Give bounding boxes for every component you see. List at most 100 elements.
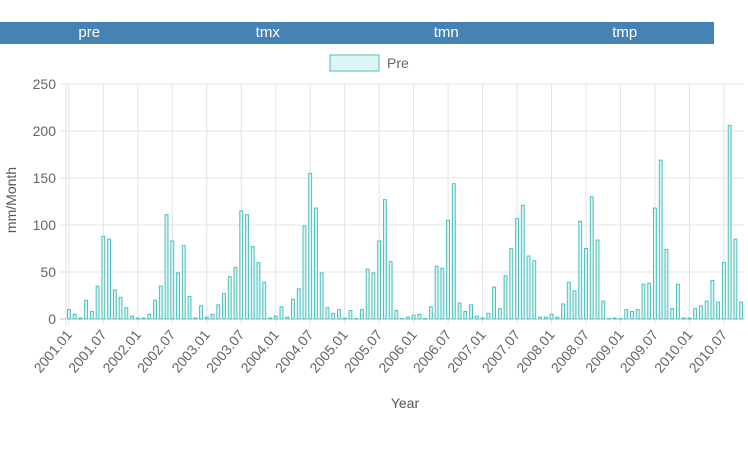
bar	[727, 124, 732, 320]
bar	[515, 217, 519, 320]
bar	[526, 255, 531, 320]
bar	[698, 305, 703, 320]
bar	[417, 313, 422, 320]
tab-tmp[interactable]: tmp	[612, 24, 638, 41]
bar	[273, 315, 278, 320]
bar	[158, 285, 163, 320]
bar	[170, 240, 175, 320]
bar	[204, 316, 209, 320]
bar	[239, 210, 244, 320]
bar	[664, 248, 669, 320]
bar	[187, 295, 192, 320]
bar	[446, 219, 451, 320]
bar	[543, 316, 548, 320]
bar	[348, 310, 353, 320]
bar	[181, 245, 186, 320]
bar	[647, 282, 652, 320]
bar	[503, 275, 508, 320]
bar	[486, 312, 491, 320]
bar	[704, 300, 709, 320]
bar	[66, 309, 71, 320]
bar	[624, 309, 629, 320]
bar	[469, 304, 474, 320]
bar	[721, 262, 726, 320]
bar	[601, 300, 606, 320]
bar	[285, 316, 290, 320]
bar	[112, 289, 117, 320]
bar	[89, 310, 94, 320]
bar	[509, 248, 514, 320]
bar	[130, 315, 135, 320]
bar	[199, 305, 203, 320]
bar	[538, 316, 542, 320]
bar	[607, 318, 611, 320]
bar	[388, 261, 393, 320]
bar	[233, 266, 238, 320]
bar	[578, 220, 583, 320]
bar	[371, 272, 376, 320]
bar	[474, 315, 479, 320]
bar	[423, 318, 428, 320]
bar	[451, 183, 456, 320]
x-axis-title: Year	[391, 395, 420, 411]
bar	[377, 240, 382, 320]
bar	[716, 301, 721, 320]
bar	[296, 288, 301, 320]
y-tick-label: 200	[33, 123, 57, 139]
bar	[693, 308, 698, 320]
bar	[176, 272, 180, 320]
bar	[222, 293, 226, 320]
x-axis-ticks: 2001.012001.072002.012002.072003.012003.…	[30, 326, 730, 375]
bar	[653, 207, 657, 320]
bar	[739, 301, 744, 320]
chart-legend[interactable]: Pre	[329, 54, 409, 72]
bar	[428, 306, 433, 320]
tab-tmn[interactable]: tmn	[433, 24, 459, 41]
bar	[164, 214, 169, 320]
y-tick-label: 50	[40, 264, 56, 280]
bar	[532, 260, 537, 320]
bar	[141, 317, 146, 320]
bar	[463, 310, 468, 320]
bar	[216, 304, 221, 320]
bar	[342, 317, 347, 320]
legend-swatch	[329, 54, 380, 72]
bar	[268, 317, 272, 320]
bar	[641, 283, 646, 320]
bar	[405, 316, 410, 320]
tab-pre[interactable]: pre	[78, 24, 101, 41]
bar	[457, 302, 462, 320]
y-tick-label: 0	[48, 311, 56, 327]
bar	[497, 308, 502, 320]
bar	[135, 317, 140, 320]
tab-tmx[interactable]: tmx	[255, 24, 280, 41]
bar	[618, 318, 623, 320]
bar	[584, 248, 588, 320]
bar	[411, 314, 416, 320]
bar	[336, 309, 341, 320]
bar	[434, 265, 439, 320]
bar	[572, 290, 577, 320]
bar	[400, 318, 405, 320]
bar	[561, 303, 565, 320]
bar	[256, 262, 261, 320]
bar	[319, 272, 324, 320]
bar	[262, 281, 267, 320]
bar	[193, 317, 198, 320]
bar	[101, 235, 106, 320]
bar	[325, 307, 330, 320]
bar	[118, 296, 123, 320]
bar	[549, 313, 554, 320]
bar	[658, 159, 663, 320]
bar	[227, 276, 232, 320]
bar	[331, 312, 336, 320]
bar	[359, 309, 364, 320]
bar	[210, 313, 215, 320]
bar	[440, 267, 445, 320]
bar	[675, 283, 680, 320]
bar	[314, 207, 318, 320]
bars	[66, 124, 744, 320]
bar	[107, 238, 112, 320]
bar	[612, 317, 617, 320]
bar	[78, 317, 83, 320]
